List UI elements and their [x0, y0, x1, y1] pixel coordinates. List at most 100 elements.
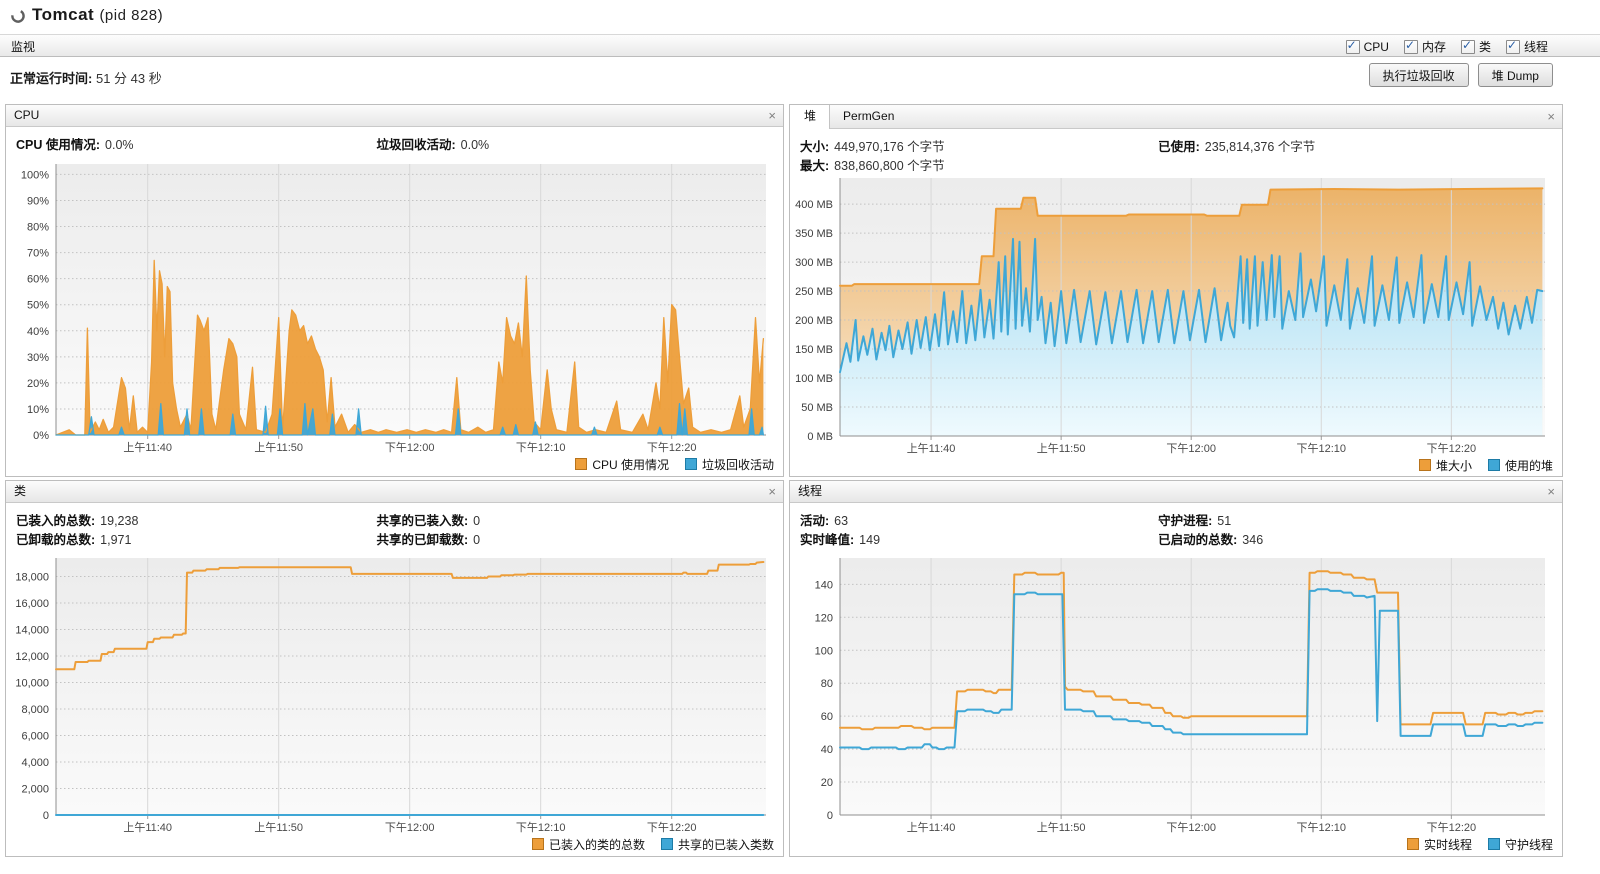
- threads-panel-title: 线程: [798, 484, 823, 498]
- classes-loaded-value: 19,238: [100, 514, 139, 528]
- svg-text:60: 60: [821, 711, 833, 723]
- classes-panel: 类 × 已装入的总数: 19,238 已卸载的总数: 1,971 共享的已装入数: 0…: [5, 480, 784, 857]
- legend-label: 实时线程: [1423, 837, 1472, 852]
- legend-swatch-blue: [1487, 838, 1500, 850]
- checkbox-label: 线程: [1523, 40, 1548, 54]
- svg-text:0 MB: 0 MB: [807, 431, 833, 443]
- svg-text:下午12:10: 下午12:10: [1297, 442, 1347, 455]
- legend-swatch-orange: [531, 838, 544, 850]
- svg-text:下午12:00: 下午12:00: [1166, 821, 1216, 834]
- close-icon[interactable]: ×: [768, 484, 776, 499]
- threads-daemon-label: 守护进程:: [1158, 514, 1213, 528]
- svg-text:30%: 30%: [27, 352, 49, 364]
- tab-heap[interactable]: 堆: [790, 105, 831, 129]
- close-icon[interactable]: ×: [1547, 109, 1555, 124]
- classes-panel-header: 类 ×: [6, 481, 783, 503]
- svg-text:50%: 50%: [27, 300, 49, 312]
- legend-swatch-orange: [1418, 459, 1431, 471]
- legend-label: 已装入的类的总数: [548, 837, 645, 852]
- svg-text:100 MB: 100 MB: [795, 373, 833, 385]
- threads-started-label: 已启动的总数:: [1158, 533, 1238, 547]
- checkbox-classes[interactable]: ✓ 类: [1460, 37, 1491, 55]
- checkbox-threads[interactable]: ✓ 线程: [1505, 38, 1548, 55]
- tab-permgen[interactable]: PermGen: [843, 109, 895, 123]
- heap-stats: 大小: 449,970,176 个字节 最大: 838,860,800 个字节 已使…: [790, 129, 1562, 173]
- legend-item: 实时线程: [1406, 836, 1472, 853]
- window-titlebar: Tomcat (pid 828): [0, 0, 1600, 33]
- svg-text:300 MB: 300 MB: [795, 257, 833, 269]
- close-icon[interactable]: ×: [768, 108, 776, 123]
- shared-loaded-value: 0: [473, 514, 481, 528]
- svg-text:0%: 0%: [33, 430, 49, 442]
- checkbox-icon[interactable]: ✓: [1345, 38, 1360, 54]
- threads-stats: 活动: 63 实时峰值: 149 守护进程: 51 已启动的总数: 346: [790, 503, 1562, 553]
- threads-started-value: 346: [1242, 533, 1264, 547]
- legend-item: 已装入的类的总数: [531, 836, 645, 853]
- svg-text:上午11:50: 上午11:50: [254, 441, 303, 454]
- svg-text:8,000: 8,000: [21, 704, 49, 716]
- checkbox-icon[interactable]: ✓: [1460, 37, 1475, 54]
- check-icon: ✓: [1461, 37, 1473, 52]
- svg-text:2,000: 2,000: [21, 784, 49, 796]
- threads-live-label: 活动:: [800, 514, 830, 528]
- legend-label: 守护线程: [1504, 837, 1553, 852]
- svg-text:下午12:20: 下午12:20: [647, 441, 697, 454]
- checkbox-icon[interactable]: ✓: [1505, 38, 1520, 54]
- checkbox-cpu[interactable]: ✓ CPU: [1345, 38, 1389, 54]
- svg-text:上午11:40: 上午11:40: [123, 441, 172, 454]
- svg-text:16,000: 16,000: [15, 598, 49, 610]
- heap-dump-button[interactable]: 堆 Dump: [1477, 63, 1553, 87]
- svg-text:上午11:40: 上午11:40: [123, 821, 172, 834]
- svg-text:0: 0: [43, 810, 49, 822]
- legend-swatch-blue: [1487, 459, 1500, 471]
- svg-text:下午12:00: 下午12:00: [385, 441, 435, 454]
- tab-monitor[interactable]: 监视: [11, 40, 36, 54]
- pid-label: (pid 828): [99, 7, 164, 24]
- check-icon: ✓: [1404, 37, 1416, 52]
- tab-strip: 监视 ✓ CPU ✓ 内存 ✓ 类 ✓ 线程: [0, 34, 1600, 57]
- close-icon[interactable]: ×: [1547, 484, 1555, 499]
- legend-swatch-orange: [1406, 838, 1419, 850]
- svg-text:40: 40: [821, 744, 833, 756]
- svg-text:200 MB: 200 MB: [795, 315, 833, 327]
- svg-text:下午12:20: 下午12:20: [1427, 821, 1477, 834]
- svg-text:90%: 90%: [27, 195, 49, 207]
- checkbox-label: CPU: [1363, 39, 1389, 54]
- svg-text:0: 0: [827, 810, 833, 822]
- heap-size-value: 449,970,176 个字节: [834, 140, 945, 154]
- shared-loaded-label: 共享的已装入数:: [376, 514, 469, 528]
- classes-loaded-label: 已装入的总数:: [16, 514, 96, 528]
- legend-label: 堆大小: [1435, 458, 1472, 473]
- shared-unloaded-label: 共享的已卸载数:: [376, 533, 469, 547]
- checkbox-icon[interactable]: ✓: [1403, 37, 1418, 54]
- uptime-label: 正常运行时间:: [10, 71, 93, 86]
- shared-unloaded-value: 0: [473, 533, 481, 547]
- classes-unloaded-label: 已卸载的总数:: [16, 533, 96, 547]
- legend-item: CPU 使用情况: [575, 456, 669, 473]
- heap-used-value: 235,814,376 个字节: [1204, 140, 1316, 154]
- threads-panel: 线程 × 活动: 63 实时峰值: 149 守护进程: 51 已启动的总数: 346 0…: [789, 480, 1563, 857]
- legend-label: 垃圾回收活动: [701, 457, 774, 472]
- checkbox-memory[interactable]: ✓ 内存: [1403, 37, 1446, 55]
- svg-text:上午11:40: 上午11:40: [907, 821, 956, 834]
- classes-panel-title: 类: [14, 484, 27, 498]
- threads-live-value: 63: [834, 514, 849, 528]
- svg-text:下午12:00: 下午12:00: [1166, 442, 1216, 455]
- uptime-value: 51 分 43 秒: [95, 71, 162, 86]
- svg-text:上午11:50: 上午11:50: [254, 821, 303, 834]
- svg-text:4,000: 4,000: [21, 757, 49, 769]
- svg-text:40%: 40%: [27, 326, 49, 338]
- app-name: Tomcat: [32, 5, 95, 24]
- threads-peak-label: 实时峰值:: [800, 533, 855, 547]
- cpu-usage-label: CPU 使用情况:: [16, 138, 101, 152]
- cpu-panel-header: CPU ×: [6, 105, 783, 127]
- gc-button[interactable]: 执行垃圾回收: [1368, 63, 1469, 87]
- svg-text:下午12:00: 下午12:00: [385, 821, 435, 834]
- cpu-chart: 0% 10% 20% 30% 40% 50% 60% 70% 80% 90% 100% 上午11:40…: [21, 164, 766, 454]
- svg-text:10,000: 10,000: [15, 678, 49, 690]
- threads-legend: 实时线程 守护线程: [790, 835, 1562, 853]
- svg-text:上午11:50: 上午11:50: [1037, 442, 1086, 455]
- heap-max-value: 838,860,800 个字节: [834, 159, 945, 173]
- legend-item: 堆大小: [1418, 457, 1472, 474]
- svg-text:18,000: 18,000: [15, 572, 49, 584]
